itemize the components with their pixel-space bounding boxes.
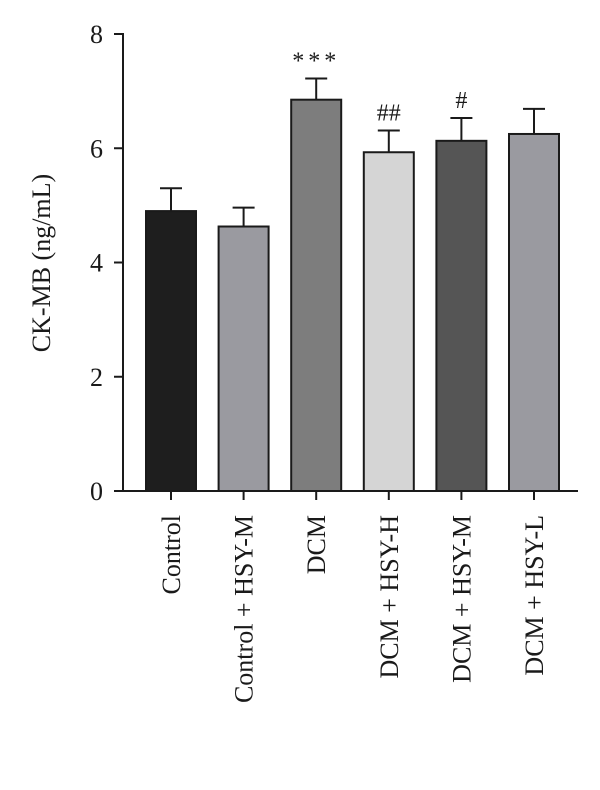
y-tick-label: 2 xyxy=(90,363,103,392)
bars xyxy=(145,98,560,492)
y-tick-label: 4 xyxy=(90,249,103,278)
x-category-label: Control + HSY-M xyxy=(230,515,259,703)
bar xyxy=(435,139,488,492)
y-tick-label: 6 xyxy=(90,134,103,163)
bar xyxy=(290,98,343,492)
significance-marker: # xyxy=(455,88,467,114)
significance-marker: ## xyxy=(377,101,401,127)
x-category-label: Control xyxy=(157,515,186,594)
y-tick-labels: 0 2 4 6 8 xyxy=(90,20,103,506)
bar xyxy=(362,151,415,492)
bar xyxy=(508,132,560,492)
significance-marker: *** xyxy=(292,49,340,75)
x-category-label: DCM + HSY-L xyxy=(520,515,549,676)
x-category-label: DCM + HSY-H xyxy=(375,515,404,679)
error-bars xyxy=(160,77,545,227)
x-category-label: DCM xyxy=(302,515,331,574)
axes xyxy=(114,33,578,500)
y-tick-label: 8 xyxy=(90,20,103,49)
bar xyxy=(217,225,270,492)
x-category-labels: Control Control + HSY-M DCM DCM + HSY-H DCM … xyxy=(157,515,549,703)
x-category-label: DCM + HSY-M xyxy=(447,515,476,683)
bar xyxy=(145,210,197,492)
y-axis-title: CK-MB (ng/mL) xyxy=(27,174,56,352)
significance-annotations: ***## # xyxy=(292,49,467,127)
y-tick-label: 0 xyxy=(90,477,103,506)
